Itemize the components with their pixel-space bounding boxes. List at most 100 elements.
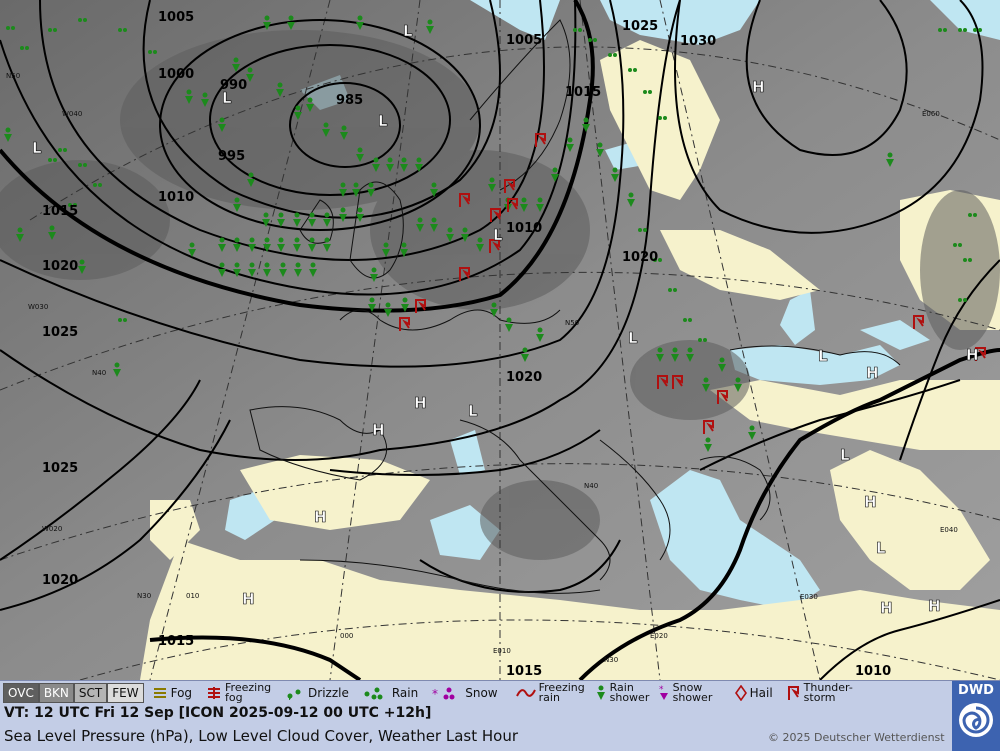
thunderstorm-symbol xyxy=(459,193,470,207)
rain-shower-symbol xyxy=(233,197,241,212)
rain-symbol xyxy=(78,18,87,22)
center-low: L xyxy=(378,112,388,130)
rain-shower-symbol xyxy=(490,302,498,317)
copyright-notice: © 2025 Deutscher Wetterdienst xyxy=(768,731,945,744)
rain-shower-symbol xyxy=(551,167,559,182)
rain-shower-symbol xyxy=(536,327,544,342)
legend-freezing-fog-label: Freezing fog xyxy=(225,681,272,704)
dwd-logo-text: DWD xyxy=(958,683,994,698)
rain-shower-symbol xyxy=(218,237,226,252)
drizzle-icon xyxy=(287,689,301,700)
rain-symbol xyxy=(48,158,57,162)
pressure-labels-extra: 1025 xyxy=(42,461,78,476)
grid-label: W020 xyxy=(42,525,62,533)
rain-shower-symbol xyxy=(218,117,226,132)
rain-symbol xyxy=(938,28,947,32)
cloud-ovc-swatch: OVC xyxy=(3,683,39,703)
rain-shower-symbol xyxy=(323,212,331,227)
rain-shower-symbol xyxy=(263,15,271,30)
dwd-swirl-icon xyxy=(959,703,993,737)
rain-shower-symbol xyxy=(233,262,241,277)
rain-shower-symbol xyxy=(521,347,529,362)
rain-shower-symbol xyxy=(430,217,438,232)
rain-symbol xyxy=(643,90,652,94)
rain-shower-symbol xyxy=(218,262,226,277)
rain-shower-symbol xyxy=(232,57,240,72)
coastlines xyxy=(249,19,901,594)
rain-shower-symbol xyxy=(323,237,331,252)
pressure-centers: L L L L L H H L L H H H H L H H H H L L xyxy=(32,22,979,618)
center-high: H xyxy=(414,394,427,412)
rain-shower-symbol xyxy=(400,157,408,172)
grid-label: N30 xyxy=(137,592,151,600)
pressure-label: 1010 xyxy=(158,190,194,205)
legend-bar: OVC BKN SCT FEW Fog Freezing fog Drizzle… xyxy=(0,680,1000,751)
rain-shower-symbol xyxy=(356,207,364,222)
thunderstorm-symbol xyxy=(672,375,683,389)
rain-shower-symbol xyxy=(339,207,347,222)
center-low: L xyxy=(222,89,232,107)
thunderstorm-symbol xyxy=(507,198,518,212)
rain-shower-symbol xyxy=(188,242,196,257)
rain-shower-symbol xyxy=(656,347,664,362)
rain-shower-symbol xyxy=(306,97,314,112)
pressure-labels: 1005 1000 990 985 995 1010 1015 1020 102… xyxy=(42,10,891,679)
pressure-label: 1025 xyxy=(42,325,78,340)
center-high: H xyxy=(966,346,979,364)
rain-shower-symbol xyxy=(322,122,330,137)
rain-shower-symbol xyxy=(4,127,12,142)
rain-shower-symbol xyxy=(415,157,423,172)
rain-symbol xyxy=(973,28,982,32)
thunderstorm-icon xyxy=(787,686,799,700)
pressure-label: 1015 xyxy=(158,634,194,649)
rain-symbol xyxy=(20,46,29,50)
isobars xyxy=(0,0,1000,680)
rain-symbol xyxy=(638,228,647,232)
pressure-label: 1025 xyxy=(42,461,78,476)
center-high: H xyxy=(880,599,893,617)
svg-text:*: * xyxy=(432,687,438,700)
rain-shower-symbol xyxy=(382,242,390,257)
legend-drizzle: Drizzle xyxy=(285,686,349,700)
rain-symbol xyxy=(653,258,662,262)
legend-freezing-rain-label: Freezing rain xyxy=(538,681,585,704)
grid-label: W030 xyxy=(28,303,48,311)
hail-icon xyxy=(734,685,747,701)
rain-symbol xyxy=(573,28,582,32)
rain-symbol xyxy=(68,203,77,207)
pressure-label: 990 xyxy=(220,78,247,93)
cloud-few-swatch: FEW xyxy=(107,683,144,703)
rain-symbol xyxy=(48,28,57,32)
legend-fog-label: Fog xyxy=(170,685,193,700)
legend-thunderstorm: Thunder-storm xyxy=(787,682,858,703)
thunderstorm-symbol xyxy=(490,208,501,222)
thunderstorm-symbol xyxy=(399,317,410,331)
rain-shower-symbol xyxy=(370,267,378,282)
center-high: H xyxy=(752,78,765,96)
grid-label: N50 xyxy=(565,319,579,327)
rain-symbol xyxy=(58,148,67,152)
center-low: L xyxy=(468,402,478,420)
graticule-lines xyxy=(0,0,1000,680)
rain-shower-symbol xyxy=(611,167,619,182)
rain-shower-symbol xyxy=(340,125,348,140)
rain-shower-symbol xyxy=(356,147,364,162)
center-high: H xyxy=(242,590,255,608)
rain-shower-symbol xyxy=(294,105,302,120)
legend-snow: * Snow xyxy=(432,685,498,701)
cloud-bkn-swatch: BKN xyxy=(38,683,74,703)
dwd-logo: DWD xyxy=(952,681,1000,751)
pressure-label: 1010 xyxy=(506,221,542,236)
pressure-label: 1025 xyxy=(622,19,658,34)
rain-symbol xyxy=(953,243,962,247)
thunderstorm-symbol xyxy=(913,315,924,329)
rain-shower-symbol xyxy=(279,262,287,277)
rain-symbol xyxy=(78,163,87,167)
grid-label: E040 xyxy=(940,526,958,534)
rain-shower-symbol xyxy=(686,347,694,362)
legend-snow-label: Snow xyxy=(465,685,498,700)
center-low: L xyxy=(876,539,886,557)
rain-shower-symbol xyxy=(386,157,394,172)
rain-shower-symbol xyxy=(400,242,408,257)
rain-shower-symbol xyxy=(596,142,604,157)
